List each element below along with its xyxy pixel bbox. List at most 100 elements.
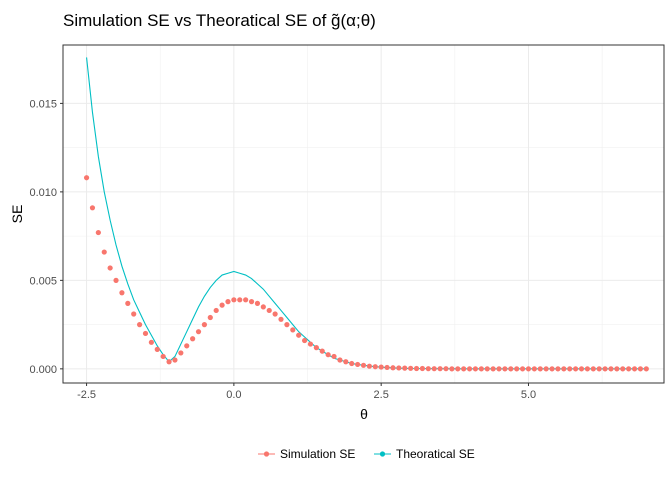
y-tick-label: 0.005 bbox=[29, 275, 57, 287]
data-point-simulation-se bbox=[301, 337, 308, 344]
data-point-simulation-se bbox=[272, 311, 278, 317]
data-point-simulation-se bbox=[148, 339, 154, 345]
data-point-simulation-se bbox=[402, 365, 408, 371]
data-point-simulation-se bbox=[502, 366, 508, 372]
data-point-simulation-se bbox=[137, 322, 143, 328]
data-point-simulation-se bbox=[514, 366, 520, 372]
data-point-simulation-se bbox=[178, 350, 184, 356]
data-point-simulation-se bbox=[319, 348, 325, 354]
data-point-simulation-se bbox=[296, 332, 302, 338]
plot-panel-background bbox=[63, 45, 664, 383]
data-point-simulation-se bbox=[466, 366, 473, 372]
x-tick-label: 5.0 bbox=[521, 389, 536, 401]
data-point-simulation-se bbox=[260, 304, 266, 310]
data-point-simulation-se bbox=[472, 366, 479, 372]
data-point-simulation-se bbox=[549, 366, 555, 372]
x-tick-label: -2.5 bbox=[77, 389, 96, 401]
x-tick-label: 0.0 bbox=[226, 389, 241, 401]
data-point-simulation-se bbox=[213, 307, 219, 314]
data-point-simulation-se bbox=[278, 316, 284, 322]
data-point-simulation-se bbox=[83, 175, 90, 181]
data-point-simulation-se bbox=[366, 363, 372, 369]
data-point-simulation-se bbox=[614, 366, 620, 372]
data-point-simulation-se bbox=[455, 366, 461, 372]
y-axis: 0.000 0.005 0.010 0.015 bbox=[29, 98, 63, 376]
y-tick-label: 0.015 bbox=[29, 98, 57, 110]
series-layer bbox=[83, 57, 649, 372]
data-point-simulation-se bbox=[360, 362, 367, 368]
data-point-simulation-se bbox=[254, 300, 261, 306]
data-point-simulation-se bbox=[195, 329, 202, 335]
data-point-simulation-se bbox=[89, 205, 96, 211]
x-tick-label: 2.5 bbox=[374, 389, 389, 401]
data-point-simulation-se bbox=[555, 366, 561, 372]
data-point-simulation-se bbox=[543, 366, 549, 372]
data-point-simulation-se bbox=[372, 364, 378, 370]
data-point-simulation-se bbox=[573, 366, 579, 372]
data-point-simulation-se bbox=[478, 366, 484, 372]
data-point-simulation-se bbox=[343, 359, 349, 365]
data-point-simulation-se bbox=[142, 330, 149, 337]
data-point-simulation-se bbox=[219, 302, 225, 308]
plot-panel-border bbox=[62, 44, 665, 384]
data-point-simulation-se bbox=[184, 343, 190, 349]
y-tick-label: 0.010 bbox=[29, 187, 57, 199]
data-point-simulation-se bbox=[95, 229, 101, 236]
data-point-simulation-se bbox=[425, 366, 431, 372]
data-point-simulation-se bbox=[537, 366, 543, 372]
data-point-simulation-se bbox=[602, 366, 608, 372]
legend-label: Theoratical SE bbox=[396, 447, 475, 461]
data-point-simulation-se bbox=[337, 357, 343, 363]
data-point-simulation-se bbox=[578, 366, 585, 372]
data-point-simulation-se bbox=[248, 299, 255, 305]
data-point-simulation-se bbox=[231, 297, 237, 303]
data-point-simulation-se bbox=[331, 353, 337, 360]
data-point-simulation-se bbox=[266, 307, 272, 314]
data-point-simulation-se bbox=[620, 366, 626, 372]
data-point-simulation-se bbox=[355, 361, 361, 368]
data-point-simulation-se bbox=[313, 345, 319, 351]
data-point-simulation-se bbox=[643, 366, 649, 372]
data-point-simulation-se bbox=[508, 366, 514, 372]
data-point-simulation-se bbox=[561, 366, 567, 372]
data-point-simulation-se bbox=[637, 366, 644, 372]
data-point-simulation-se bbox=[596, 366, 602, 372]
data-point-simulation-se bbox=[113, 277, 119, 283]
data-point-simulation-se bbox=[519, 366, 526, 372]
data-point-simulation-se bbox=[584, 366, 591, 372]
legend-item: Simulation SE bbox=[258, 447, 355, 461]
grid-minor bbox=[63, 45, 664, 383]
legend-key-point bbox=[263, 451, 270, 457]
data-point-simulation-se bbox=[384, 364, 390, 371]
y-tick-label: 0.000 bbox=[29, 364, 57, 376]
data-point-simulation-se bbox=[237, 297, 243, 303]
legend-label: Simulation SE bbox=[280, 447, 355, 461]
data-point-simulation-se bbox=[608, 366, 614, 372]
data-point-simulation-se bbox=[443, 366, 449, 372]
data-point-simulation-se bbox=[449, 366, 455, 372]
data-point-simulation-se bbox=[567, 366, 573, 372]
data-point-simulation-se bbox=[461, 366, 467, 372]
data-point-simulation-se bbox=[307, 341, 314, 347]
data-point-simulation-se bbox=[490, 366, 496, 372]
data-point-simulation-se bbox=[496, 366, 502, 372]
data-point-simulation-se bbox=[408, 365, 414, 371]
data-point-simulation-se bbox=[207, 314, 213, 321]
data-point-simulation-se bbox=[484, 366, 490, 372]
data-point-simulation-se bbox=[190, 336, 196, 342]
legend-item: Theoratical SE bbox=[374, 447, 475, 461]
data-point-simulation-se bbox=[166, 359, 172, 365]
data-point-simulation-se bbox=[590, 366, 596, 372]
data-point-simulation-se bbox=[378, 364, 384, 370]
data-point-simulation-se bbox=[349, 360, 355, 367]
y-axis-title: SE bbox=[9, 205, 25, 224]
data-point-simulation-se bbox=[419, 365, 426, 372]
data-point-simulation-se bbox=[531, 366, 537, 372]
data-point-simulation-se bbox=[172, 357, 178, 363]
data-point-simulation-se bbox=[243, 297, 249, 303]
data-point-simulation-se bbox=[290, 327, 296, 333]
data-point-simulation-se bbox=[131, 311, 137, 317]
data-point-simulation-se bbox=[119, 290, 125, 296]
